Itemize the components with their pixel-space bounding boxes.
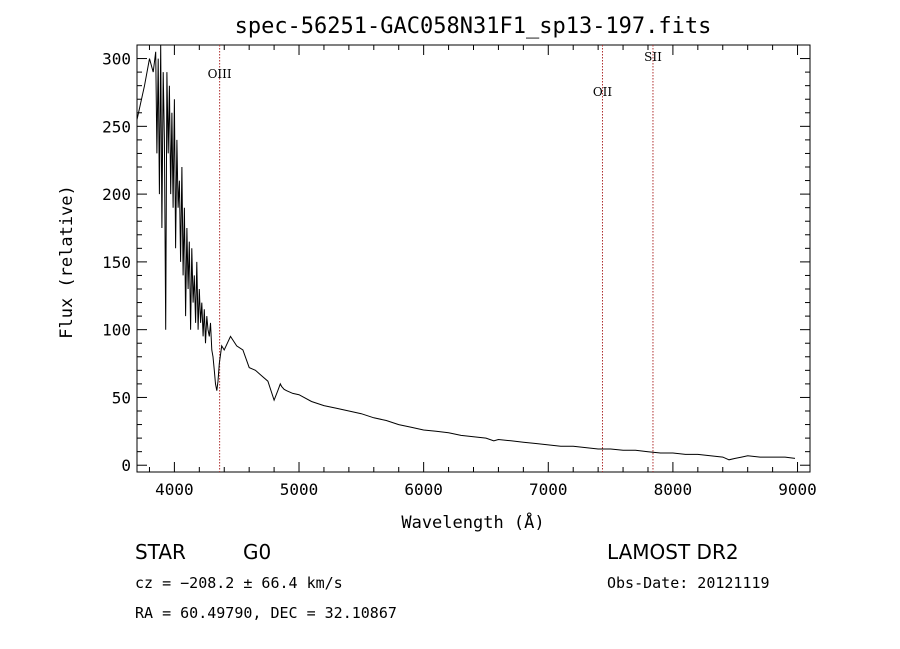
observation-date: Obs-Date: 20121119 [607,574,770,592]
y-tick-label: 100 [102,321,131,340]
x-tick-label: 4000 [155,480,194,499]
object-class: STAR [135,540,186,564]
x-axis-label: Wavelength (Å) [401,511,544,533]
x-axis: 4000 5000 6000 7000 8000 9000 [148,45,817,499]
y-tick-label: 300 [102,50,131,69]
object-subclass: G0 [243,540,272,564]
y-tick-label: 250 [102,117,131,136]
plot-frame [136,44,811,473]
x-tick-label: 9000 [778,480,817,499]
emission-line-markers: OIII OII SII [208,45,662,472]
flux-series-line [136,44,796,461]
emission-line-label: SII [644,50,662,64]
y-tick-label: 0 [121,456,131,475]
x-tick-label: 7000 [529,480,568,499]
y-axis: 0 50 100 150 200 250 300 [102,50,810,475]
chart-title: spec-56251-GAC058N31F1_sp13-197.fits [235,14,712,39]
y-axis-label: Flux (relative) [57,185,77,339]
y-tick-label: 150 [102,253,131,272]
x-tick-label: 5000 [280,480,319,499]
coordinates: RA = 60.49790, DEC = 32.10867 [135,604,397,622]
x-tick-label: 6000 [404,480,443,499]
y-tick-label: 50 [112,388,131,407]
y-tick-label: 200 [102,185,131,204]
emission-line-label: OII [593,85,613,99]
survey-name: LAMOST DR2 [607,540,739,564]
x-tick-label: 8000 [654,480,693,499]
emission-line-label: OIII [208,67,232,81]
redshift-velocity: cz = −208.2 ± 66.4 km/s [135,574,343,592]
